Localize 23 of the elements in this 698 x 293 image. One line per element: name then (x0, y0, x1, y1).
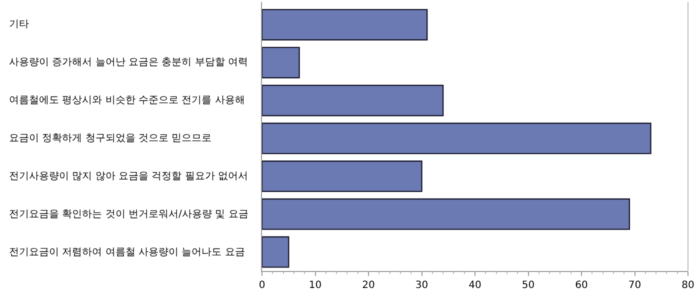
x-tick-label: 70 (628, 280, 642, 291)
y-tick-label: 사용량이 증가해서 늘어난 요금은 충분히 부담할 여력 (9, 57, 248, 68)
x-tick-label: 30 (415, 280, 428, 291)
bar (262, 46, 300, 78)
x-tick-label: 60 (575, 280, 588, 291)
x-tick-label: 10 (308, 280, 322, 291)
y-tick-label: 전기요금이 저렴하여 여름철 사용량이 늘어나도 요금 (9, 247, 245, 258)
bar (262, 122, 652, 154)
y-tick-label: 요금이 정확하게 청구되었을 것으로 믿으므로 (9, 133, 212, 144)
y-tick-label: 여름철에도 평상시와 비슷한 수준으로 전기를 사용해 (9, 95, 245, 106)
bar (262, 160, 422, 192)
x-tick-label: 20 (362, 280, 375, 291)
x-tick-label: 40 (468, 280, 482, 291)
x-tick-label: 50 (522, 280, 535, 291)
y-tick-label: 전기요금을 확인하는 것이 번거로워서/사용량 및 요금 (9, 209, 248, 220)
bar (262, 8, 428, 40)
bar (262, 236, 290, 268)
x-tick-label: 0 (258, 280, 266, 291)
bar (262, 84, 444, 116)
y-tick-label: 전기사용량이 많지 않아 요금을 걱정할 필요가 없어서 (9, 171, 248, 182)
x-tick-label: 80 (682, 280, 694, 291)
bar (262, 198, 630, 230)
y-tick-label: 기타 (9, 19, 29, 30)
